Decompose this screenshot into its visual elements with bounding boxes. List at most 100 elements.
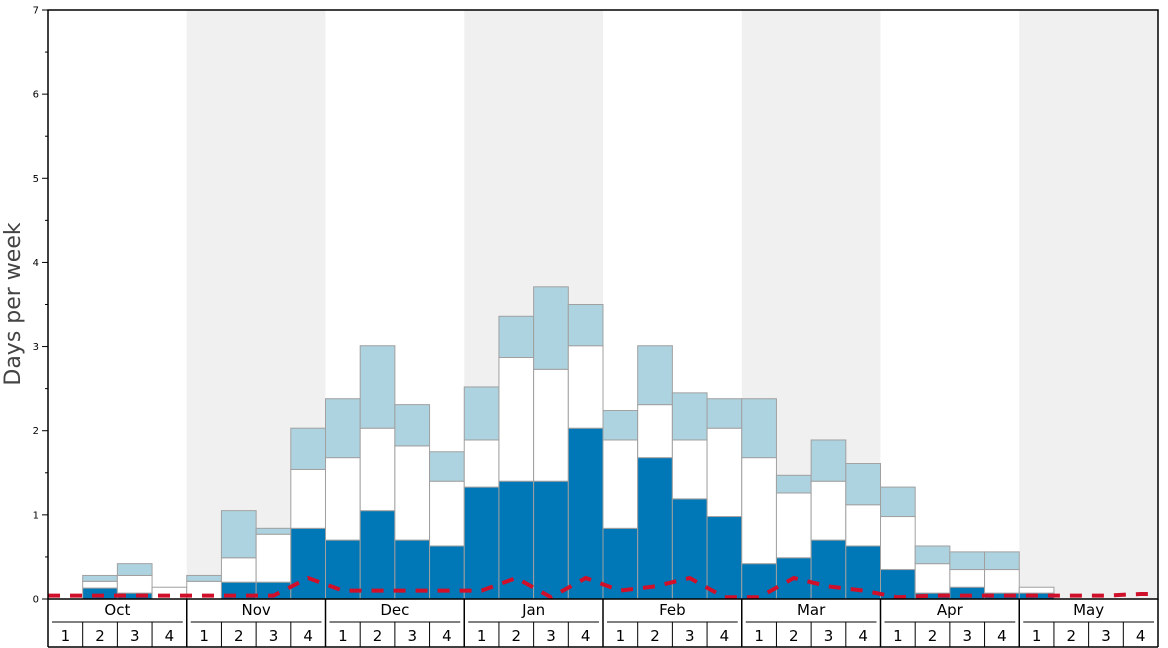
bar-segment-top [533,286,569,370]
week-label: 2 [650,627,660,645]
week-label: 3 [685,627,695,645]
bar-segment-top [82,574,118,582]
week-label: 1 [61,627,71,645]
week-label: 4 [858,627,868,645]
bar-segment-top [706,398,743,429]
y-tick-label: 4 [33,258,39,269]
bar-segment-middle [325,457,361,541]
week-label: 4 [303,627,313,645]
bar-segment-dark [567,427,604,600]
month-label-dec: Dec [380,601,409,619]
y-tick-label: 7 [33,6,39,17]
bar-segment-top [325,398,361,459]
y-tick-label: 3 [33,342,39,353]
bar-segment-dark [463,486,500,600]
bar-segment-middle [394,445,431,541]
week-label: 3 [1101,627,1111,645]
y-axis-label: Days per week [1,222,26,385]
bar-segment-dark [706,516,743,600]
y-tick-label: 0 [33,595,39,606]
week-label: 1 [754,627,764,645]
week-label: 2 [928,627,938,645]
bar-segment-top [429,451,465,482]
week-label: 2 [234,627,244,645]
month-label-nov: Nov [241,601,270,619]
bar-segment-middle [810,480,847,541]
bar-segment-top [255,527,292,535]
week-label: 4 [442,627,452,645]
bar-segment-middle [671,439,708,500]
bar-segment-top [567,304,604,347]
bar-segment-middle [82,580,118,589]
week-label: 1 [477,627,487,645]
bar-segment-top [602,410,639,441]
week-label: 3 [962,627,972,645]
bar-segment-top [186,574,222,582]
y-axis: 0 1 2 3 4 5 6 7 [33,6,48,606]
bar-segment-top [637,345,673,406]
bar-segment-middle [775,492,812,559]
week-label: 4 [165,627,175,645]
bar-segment-top [359,345,396,429]
line-group [48,575,1158,600]
bar-segment-dark [290,527,326,600]
bar-segment-top [984,551,1020,571]
plot-frame [47,9,1159,600]
week-label: 3 [824,627,834,645]
week-label: 1 [338,627,348,645]
week-label: 1 [1032,627,1042,645]
bar-segment-top [914,545,951,565]
bar-segment-top [810,439,847,482]
bar-segment-top [949,551,986,571]
bar-segment-middle [984,569,1020,594]
week-label: 3 [269,627,279,645]
bar-segment-middle [914,563,951,594]
bar-segment-middle [533,368,569,482]
bar-segment-top [463,386,500,441]
average-dashed-line [48,575,1158,600]
bar-segment-top [880,486,916,518]
month-label-may: May [1073,601,1104,619]
bar-segment-dark [671,498,708,600]
bar-segment-middle [429,480,465,547]
week-label: 2 [1067,627,1077,645]
week-label: 3 [130,627,140,645]
y-tick-label: 6 [33,90,39,101]
week-label: 3 [546,627,556,645]
y-tick-label: 5 [33,174,39,185]
bar-segment-middle [637,404,673,459]
week-label: 3 [407,627,417,645]
bar-segment-middle [845,504,881,547]
bar-segment-middle [706,427,743,518]
bar-segment-top [220,510,257,559]
bar-segment-top [845,463,881,506]
bar-segment-middle [220,557,257,583]
week-label: 1 [199,627,209,645]
bar-segment-dark [637,457,673,600]
bar-segment-middle [463,439,500,488]
week-label: 1 [893,627,903,645]
bar-segment-middle [602,439,639,529]
bar-segment-middle [359,427,396,512]
bar-segment-top [741,398,777,459]
bar-segment-middle [1018,586,1055,594]
bar-segment-middle [567,345,604,429]
month-label-mar: Mar [797,601,826,619]
month-band-may [1019,10,1158,599]
bar-segment-middle [290,468,326,529]
bar-segment-dark [533,480,569,600]
month-label-feb: Feb [659,601,686,619]
y-tick-label: 2 [33,426,39,437]
bar-segment-top [775,474,812,494]
bar-segment-middle [741,457,777,565]
week-label: 4 [997,627,1007,645]
bar-segment-middle [255,533,292,583]
month-label-jan: Jan [521,601,545,619]
week-label: 4 [1136,627,1146,645]
week-label: 1 [616,627,626,645]
bar-segment-top [498,315,535,359]
x-axis: Oct 1 2 3 4 Nov 1 2 3 4 Dec 1 2 3 4 Jan 1 2 3 4 Feb 1 2 3 4 Mar 1 2… [47,599,1159,648]
bar-segment-dark [810,539,847,600]
week-label: 2 [373,627,383,645]
